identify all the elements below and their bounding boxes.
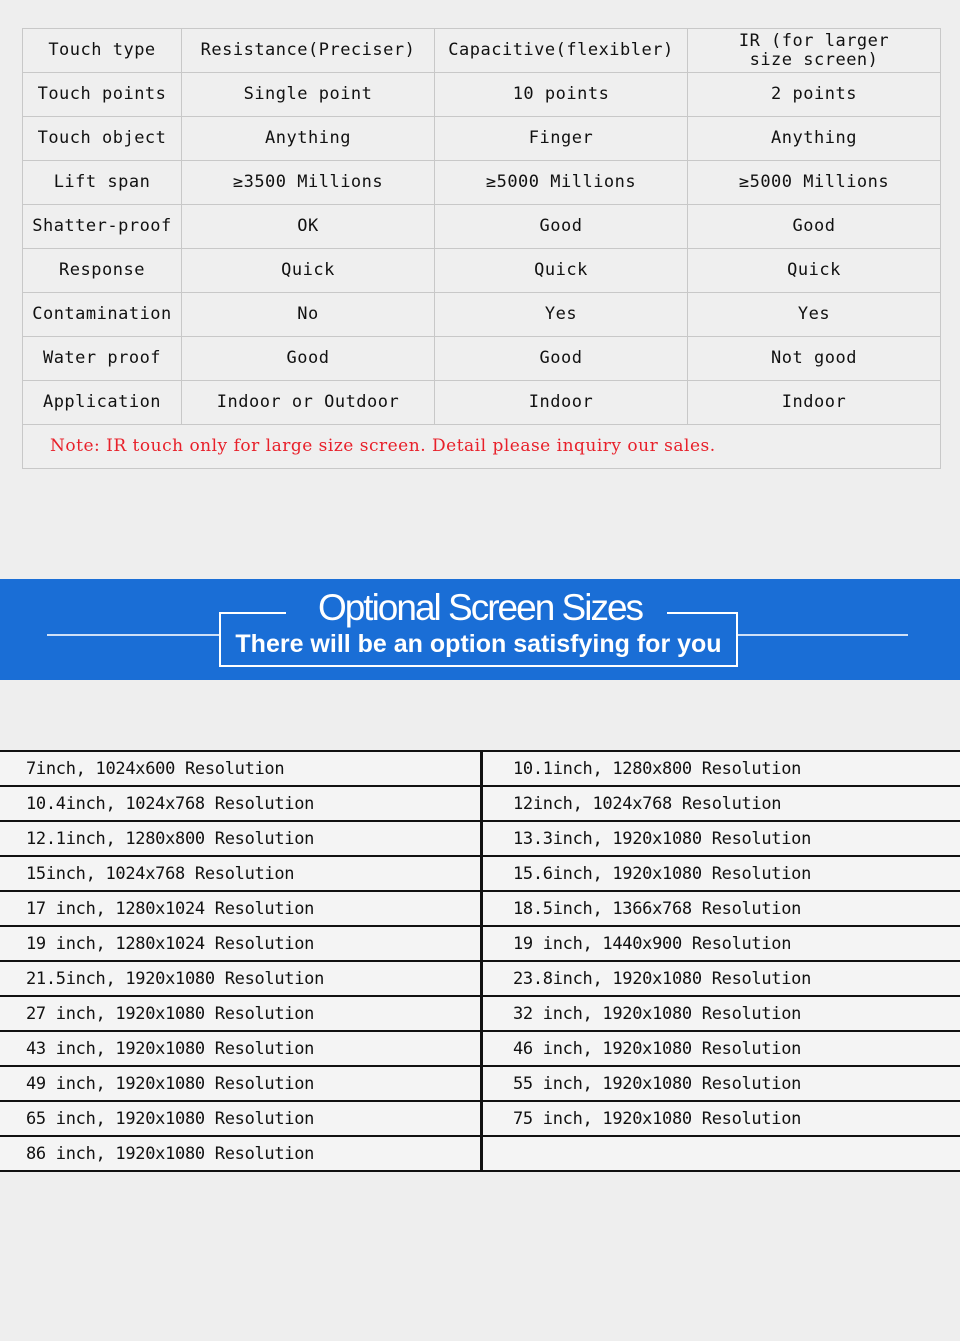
screen-size-cell: 19 inch, 1440x900 Resolution	[481, 925, 960, 962]
screen-size-cell: 65 inch, 1920x1080 Resolution	[0, 1100, 483, 1137]
table-cell: OK	[181, 204, 435, 249]
table-row: 49 inch, 1920x1080 Resolution 55 inch, 19…	[0, 1065, 960, 1102]
screen-size-cell: 32 inch, 1920x1080 Resolution	[481, 995, 960, 1032]
divider	[736, 634, 908, 636]
screen-size-cell: 12.1inch, 1280x800 Resolution	[0, 820, 483, 857]
screen-size-cell: 43 inch, 1920x1080 Resolution	[0, 1030, 483, 1067]
table-cell: Resistance(Preciser)	[181, 28, 435, 73]
table-row: Touch type Resistance(Preciser) Capacitive…	[22, 28, 941, 73]
screen-size-cell: 18.5inch, 1366x768 Resolution	[481, 890, 960, 927]
screen-size-cell: 10.1inch, 1280x800 Resolution	[481, 750, 960, 787]
table-row: Application Indoor or Outdoor Indoor Indoor	[22, 380, 941, 425]
row-header: Touch object	[22, 116, 182, 161]
row-header: Application	[22, 380, 182, 425]
table-cell: Good	[181, 336, 435, 381]
screen-size-cell: 15inch, 1024x768 Resolution	[0, 855, 483, 892]
table-cell: Yes	[687, 292, 941, 337]
table-cell: Quick	[687, 248, 941, 293]
screen-size-cell: 23.8inch, 1920x1080 Resolution	[481, 960, 960, 997]
touch-comparison-table: Touch type Resistance(Preciser) Capacitive…	[22, 28, 941, 469]
screen-size-cell: 13.3inch, 1920x1080 Resolution	[481, 820, 960, 857]
table-cell: Quick	[181, 248, 435, 293]
table-row: Lift span ≥3500 Millions ≥5000 Millions ≥50…	[22, 160, 941, 205]
table-cell: Good	[434, 204, 688, 249]
table-cell: Indoor	[434, 380, 688, 425]
section-title: Optional Screen Sizes	[317, 587, 644, 628]
divider	[47, 634, 219, 636]
screen-size-cell: 49 inch, 1920x1080 Resolution	[0, 1065, 483, 1102]
table-cell: Single point	[181, 72, 435, 117]
screen-size-cell	[481, 1135, 960, 1172]
table-row: Contamination No Yes Yes	[22, 292, 941, 337]
screen-size-cell: 21.5inch, 1920x1080 Resolution	[0, 960, 483, 997]
table-cell: 10 points	[434, 72, 688, 117]
screen-size-cell: 17 inch, 1280x1024 Resolution	[0, 890, 483, 927]
table-cell: Good	[687, 204, 941, 249]
row-header: Touch points	[22, 72, 182, 117]
divider	[219, 612, 286, 614]
screen-size-cell: 75 inch, 1920x1080 Resolution	[481, 1100, 960, 1137]
divider	[667, 612, 736, 614]
table-row: 86 inch, 1920x1080 Resolution	[0, 1135, 960, 1172]
screen-size-cell: 7inch, 1024x600 Resolution	[0, 750, 483, 787]
table-cell: No	[181, 292, 435, 337]
table-row: Touch object Anything Finger Anything	[22, 116, 941, 161]
table-cell: Indoor	[687, 380, 941, 425]
screen-size-cell: 27 inch, 1920x1080 Resolution	[0, 995, 483, 1032]
screen-sizes-table: 7inch, 1024x600 Resolution 10.1inch, 1280…	[0, 750, 960, 1172]
table-cell: Good	[434, 336, 688, 381]
table-cell: Anything	[687, 116, 941, 161]
screen-size-cell: 46 inch, 1920x1080 Resolution	[481, 1030, 960, 1067]
table-cell: Quick	[434, 248, 688, 293]
table-cell: ≥5000 Millions	[687, 160, 941, 205]
table-cell: Yes	[434, 292, 688, 337]
table-cell: Capacitive(flexibler)	[434, 28, 688, 73]
table-row: 65 inch, 1920x1080 Resolution 75 inch, 19…	[0, 1100, 960, 1137]
table-row: 19 inch, 1280x1024 Resolution 19 inch, 14…	[0, 925, 960, 962]
table-cell: Anything	[181, 116, 435, 161]
table-row: 43 inch, 1920x1080 Resolution 46 inch, 19…	[0, 1030, 960, 1067]
table-row: 7inch, 1024x600 Resolution 10.1inch, 1280…	[0, 750, 960, 787]
banner-frame	[219, 612, 738, 667]
table-row: 21.5inch, 1920x1080 Resolution 23.8inch, …	[0, 960, 960, 997]
screen-size-cell: 12inch, 1024x768 Resolution	[481, 785, 960, 822]
table-cell: IR (for larger size screen)	[687, 28, 941, 73]
table-row: Shatter-proof OK Good Good	[22, 204, 941, 249]
row-header: Water proof	[22, 336, 182, 381]
screen-size-cell: 19 inch, 1280x1024 Resolution	[0, 925, 483, 962]
table-row: Touch points Single point 10 points 2 point…	[22, 72, 941, 117]
table-cell: ≥3500 Millions	[181, 160, 435, 205]
row-header: Touch type	[22, 28, 182, 73]
row-header: Shatter-proof	[22, 204, 182, 249]
screen-size-cell: 86 inch, 1920x1080 Resolution	[0, 1135, 483, 1172]
screen-size-cell: 15.6inch, 1920x1080 Resolution	[481, 855, 960, 892]
table-row: 10.4inch, 1024x768 Resolution 12inch, 102…	[0, 785, 960, 822]
section-banner: Optional Screen Sizes There will be an o…	[0, 579, 960, 680]
row-header: Contamination	[22, 292, 182, 337]
table-cell: ≥5000 Millions	[434, 160, 688, 205]
table-row: 12.1inch, 1280x800 Resolution 13.3inch, 1…	[0, 820, 960, 857]
table-cell: Finger	[434, 116, 688, 161]
screen-size-cell: 10.4inch, 1024x768 Resolution	[0, 785, 483, 822]
note-text: Note: IR touch only for large size scree…	[22, 424, 941, 469]
table-cell: Not good	[687, 336, 941, 381]
row-header: Lift span	[22, 160, 182, 205]
section-subtitle: There will be an option satisfying for y…	[235, 630, 722, 658]
row-header: Response	[22, 248, 182, 293]
table-cell: 2 points	[687, 72, 941, 117]
table-cell: Indoor or Outdoor	[181, 380, 435, 425]
table-row: Water proof Good Good Not good	[22, 336, 941, 381]
table-row: 27 inch, 1920x1080 Resolution 32 inch, 19…	[0, 995, 960, 1032]
table-row: 15inch, 1024x768 Resolution 15.6inch, 192…	[0, 855, 960, 892]
screen-size-cell: 55 inch, 1920x1080 Resolution	[481, 1065, 960, 1102]
table-row: Response Quick Quick Quick	[22, 248, 941, 293]
table-row: 17 inch, 1280x1024 Resolution 18.5inch, 1…	[0, 890, 960, 927]
